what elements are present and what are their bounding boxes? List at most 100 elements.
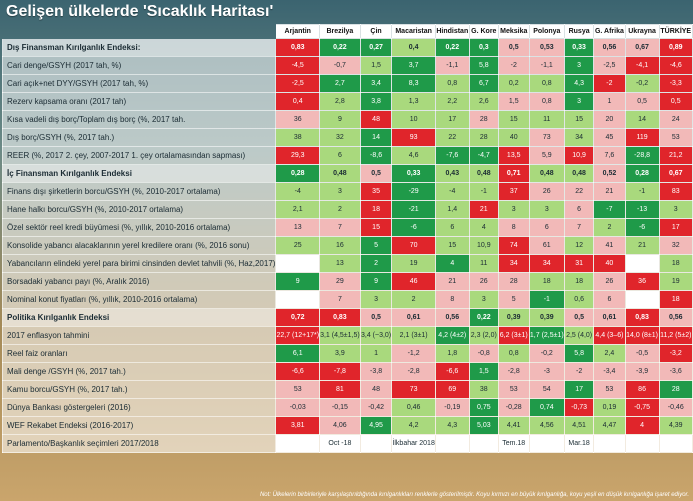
value-cell: 2,1 (3±1)	[391, 326, 436, 345]
value-cell	[434, 434, 470, 453]
value-cell: 0,74	[528, 398, 566, 417]
value-cell: 29,3	[275, 146, 321, 165]
value-cell: 5,03	[468, 416, 499, 435]
value-cell: 4,6	[391, 146, 436, 165]
value-cell: 26	[528, 182, 566, 201]
table-row: Yabancıların elindeki yerel para birimi …	[1, 254, 693, 273]
value-cell: -7,6	[434, 146, 470, 165]
value-cell: 15	[564, 110, 595, 129]
table-row: Dünya Bankası göstergeleri (2016) -0,03 -0…	[1, 398, 693, 417]
row-label: İç Finansman Kırılganlık Endeksi	[1, 164, 277, 183]
value-cell: 22	[564, 182, 595, 201]
value-cell: 0,83	[624, 308, 660, 327]
value-cell: 26	[468, 272, 499, 291]
row-label: Politika Kırılganlık Endeksi	[1, 308, 277, 327]
page-title: Gelişen ülkelerde 'Sıcaklık Haritası'	[6, 3, 274, 20]
value-cell: 48	[359, 110, 393, 129]
value-cell: 10,9	[468, 236, 499, 255]
value-cell: 0,22	[434, 38, 470, 57]
value-cell: 5	[359, 236, 393, 255]
table-row: Kamu borcu/GSYH (%, 2017 tah.) 53 81 48 73 69…	[1, 380, 693, 399]
value-cell: 4	[434, 254, 470, 273]
value-cell: 61	[528, 236, 566, 255]
value-cell: -4,1	[624, 56, 660, 75]
value-cell: 20	[593, 110, 626, 129]
value-cell: 4,2 (4±2)	[434, 326, 470, 345]
row-label: Reel faiz oranları	[1, 344, 277, 363]
value-cell: 4,3	[434, 416, 470, 435]
value-cell: -1,1	[528, 56, 566, 75]
value-cell: 0,5	[497, 38, 530, 57]
value-cell: 10,9	[564, 146, 595, 165]
value-cell	[275, 290, 321, 309]
value-cell: 18	[658, 290, 693, 309]
section-row: Politika Kırılganlık Endeksi 0,72 0,83 0,5 0…	[1, 308, 693, 327]
value-cell: 0,6	[564, 290, 595, 309]
value-cell: -13	[624, 200, 660, 219]
value-cell	[624, 290, 660, 309]
value-cell: -3,8	[359, 362, 393, 381]
table-row: WEF Rekabet Endeksi (2016-2017) 3,81 4,06 4…	[1, 416, 693, 435]
country-header: Çin	[359, 24, 393, 39]
value-cell: 4	[624, 416, 660, 435]
value-cell	[528, 434, 566, 453]
value-cell: 28	[497, 272, 530, 291]
value-cell: -4,5	[275, 56, 321, 75]
value-cell: 2,4	[593, 344, 626, 363]
value-cell: 24	[658, 110, 693, 129]
value-cell: 5,8	[468, 56, 499, 75]
value-cell: 0,56	[434, 308, 470, 327]
value-cell: 2	[359, 254, 393, 273]
value-cell: 119	[624, 128, 660, 147]
value-cell: -3,9	[624, 362, 660, 381]
value-cell: 6,7	[468, 74, 499, 93]
value-cell: -6,6	[434, 362, 470, 381]
value-cell: 0,5	[658, 92, 693, 111]
value-cell: -4,7	[468, 146, 499, 165]
value-cell: -6	[391, 218, 436, 237]
value-cell: 81	[319, 380, 361, 399]
value-cell: 3	[468, 290, 499, 309]
value-cell: 69	[434, 380, 470, 399]
table-row: Parlamento/Başkanlık seçimleri 2017/2018…	[1, 434, 693, 453]
value-cell: -4	[434, 182, 470, 201]
value-cell: 5	[497, 290, 530, 309]
value-cell: 0,48	[528, 164, 566, 183]
value-cell: 8,3	[391, 74, 436, 93]
value-cell: 3,81	[275, 416, 321, 435]
value-cell: 73	[528, 128, 566, 147]
value-cell: 2,1	[275, 200, 321, 219]
value-cell: 38	[275, 128, 321, 147]
country-header: Ukrayna	[624, 24, 660, 39]
value-cell: 32	[319, 128, 361, 147]
value-cell: -1	[624, 182, 660, 201]
value-cell: 36	[624, 272, 660, 291]
value-cell: 41	[593, 236, 626, 255]
value-cell: 21	[624, 236, 660, 255]
value-cell: -4	[275, 182, 321, 201]
value-cell: -0,19	[434, 398, 470, 417]
value-cell: 14	[359, 128, 393, 147]
value-cell: 6,1	[275, 344, 321, 363]
value-cell: 0,48	[564, 164, 595, 183]
value-cell: 11	[468, 254, 499, 273]
value-cell: 26	[593, 272, 626, 291]
value-cell: 93	[391, 128, 436, 147]
value-cell: -2	[497, 56, 530, 75]
row-label: Parlamento/Başkanlık seçimleri 2017/2018	[1, 434, 277, 453]
value-cell: 0,67	[624, 38, 660, 57]
value-cell: 3	[319, 182, 361, 201]
table-row: Nominal konut fiyatları (%, yıllık, 2010…	[1, 290, 693, 309]
value-cell: 2,5 (4,0)	[564, 326, 595, 345]
value-cell: 46	[391, 272, 436, 291]
value-cell: -1,1	[434, 56, 470, 75]
value-cell: 0,52	[593, 164, 626, 183]
row-label: Konsolide yabancı alacaklarının yerel kr…	[1, 236, 277, 255]
value-cell: 4,47	[593, 416, 626, 435]
value-cell: 86	[624, 380, 660, 399]
value-cell: 2,6	[468, 92, 499, 111]
value-cell: 74	[497, 236, 530, 255]
value-cell: 53	[497, 380, 530, 399]
value-cell: 0,53	[528, 38, 566, 57]
